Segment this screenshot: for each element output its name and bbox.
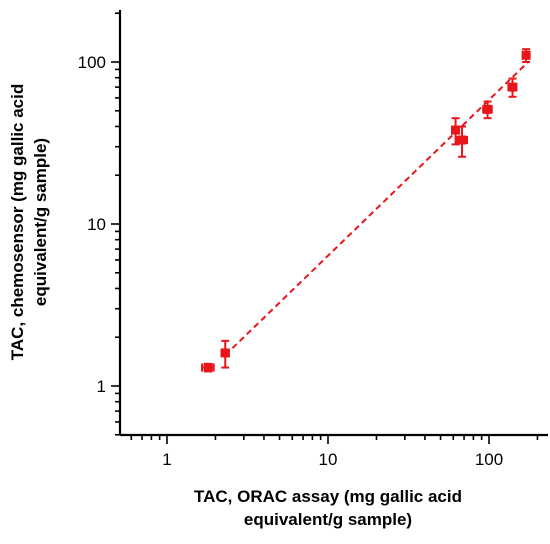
y-axis-title-line-1: TAC, chemosensor (mg gallic acid xyxy=(8,84,27,360)
error-bars xyxy=(201,48,531,373)
fit-line xyxy=(224,61,529,356)
tick-labels: 1 10 100 1 10 100 xyxy=(78,53,504,469)
data-point xyxy=(457,135,467,145)
x-tick-label: 10 xyxy=(319,450,338,469)
x-tick-label: 100 xyxy=(475,450,503,469)
x-tick-label: 1 xyxy=(162,450,171,469)
y-tick-label: 10 xyxy=(87,215,106,234)
data-points xyxy=(203,50,531,373)
data-point xyxy=(220,348,230,358)
y-tick-label: 100 xyxy=(78,53,106,72)
axes xyxy=(118,10,548,437)
data-point xyxy=(521,50,531,60)
y-axis-title-line-2: equivalent/g sample) xyxy=(31,138,50,306)
y-tick-label: 1 xyxy=(97,377,106,396)
data-point xyxy=(508,82,518,92)
ticks xyxy=(111,12,539,444)
data-point xyxy=(451,125,461,135)
x-axis-title-line-1: TAC, ORAC assay (mg gallic acid xyxy=(194,487,462,506)
data-point xyxy=(483,104,493,114)
data-point xyxy=(203,363,213,373)
x-axis-title-line-2: equivalent/g sample) xyxy=(244,510,412,529)
